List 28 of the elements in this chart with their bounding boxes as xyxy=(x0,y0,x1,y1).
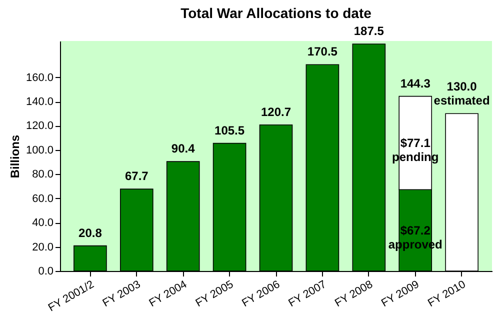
x-tick-label: FY 2004 xyxy=(147,278,190,310)
chart-title: Total War Allocations to date xyxy=(180,5,372,22)
y-tick-label: 100.0 xyxy=(26,144,54,156)
total-label: 144.3 xyxy=(400,76,431,90)
y-tick-label: 0.0 xyxy=(38,266,54,278)
y-axis-title: Billions xyxy=(8,134,22,178)
y-tick-label: 60.0 xyxy=(32,192,54,205)
x-tick-label: FY 2009 xyxy=(380,278,422,310)
data-label: 67.7 xyxy=(124,169,149,184)
data-label: 170.5 xyxy=(307,44,338,59)
data-label: 20.8 xyxy=(78,226,102,240)
x-tick-label: FY 2006 xyxy=(240,278,282,310)
y-tick-label: 20.0 xyxy=(32,241,54,254)
data-label: 90.4 xyxy=(171,142,196,156)
x-tick-label: FY 2010 xyxy=(426,278,468,310)
y-tick-label: 160.0 xyxy=(26,72,54,84)
data-label: 187.5 xyxy=(354,24,384,38)
text: 130.0 estimated xyxy=(434,80,490,108)
y-tick-label: 140.0 xyxy=(26,96,54,108)
x-tick-label: FY 2008 xyxy=(333,278,375,310)
x-tick-label: FY 2003 xyxy=(100,278,143,310)
x-tick-label: FY 2005 xyxy=(194,278,236,310)
x-tick-label: FY 2007 xyxy=(286,278,328,310)
y-tick-label: 120.0 xyxy=(26,120,54,132)
y-tick-label: 40.0 xyxy=(32,217,54,230)
y-tick-label: 80.0 xyxy=(32,168,54,181)
data-label: 120.7 xyxy=(260,104,292,119)
data-label: 105.5 xyxy=(214,123,245,138)
